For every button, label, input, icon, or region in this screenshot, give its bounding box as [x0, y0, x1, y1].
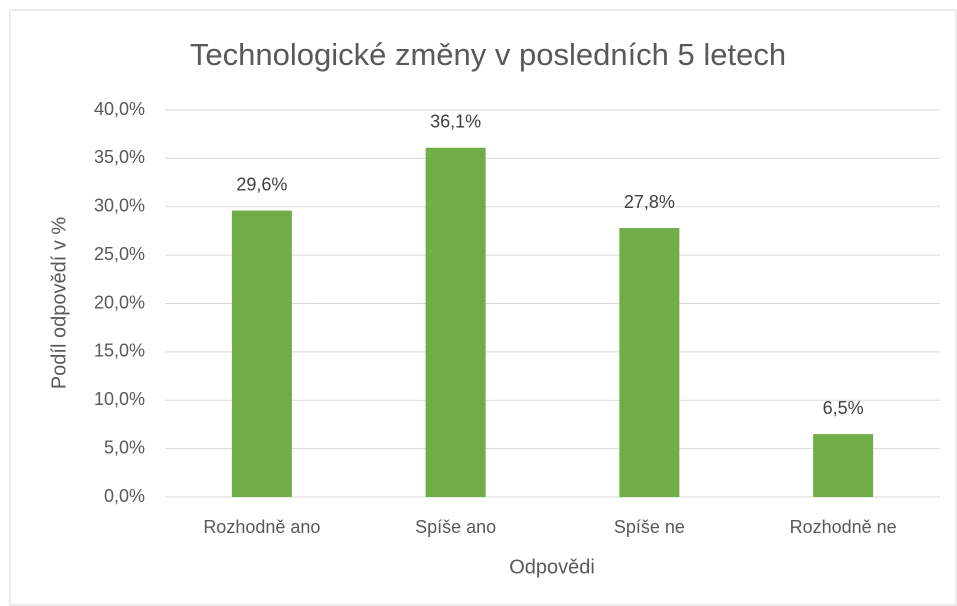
y-axis-title: Podíl odpovědí v % — [48, 217, 70, 390]
y-tick-label: 5,0% — [104, 437, 145, 457]
bar — [425, 147, 486, 498]
x-axis-title: Odpovědi — [509, 556, 595, 578]
y-tick-label: 25,0% — [94, 244, 145, 264]
data-label: 29,6% — [236, 174, 287, 194]
bar — [619, 228, 680, 497]
y-tick-label: 40,0% — [94, 99, 145, 119]
y-tick-label: 30,0% — [94, 196, 145, 216]
bar — [231, 210, 292, 497]
y-tick-label: 10,0% — [94, 389, 145, 409]
chart-title: Technologické změny v posledních 5 letec… — [190, 37, 786, 72]
data-label: 36,1% — [430, 111, 481, 131]
x-tick-label: Rozhodně ne — [790, 517, 897, 537]
y-tick-label: 20,0% — [94, 292, 145, 312]
data-label: 27,8% — [624, 192, 675, 212]
y-tick-label: 0,0% — [104, 486, 145, 506]
y-tick-label: 35,0% — [94, 147, 145, 167]
x-tick-label: Spíše ano — [415, 517, 496, 537]
x-tick-label: Rozhodně ano — [203, 517, 320, 537]
data-label: 6,5% — [823, 398, 864, 418]
bar — [813, 434, 874, 497]
x-tick-label: Spíše ne — [614, 517, 685, 537]
y-tick-label: 15,0% — [94, 341, 145, 361]
